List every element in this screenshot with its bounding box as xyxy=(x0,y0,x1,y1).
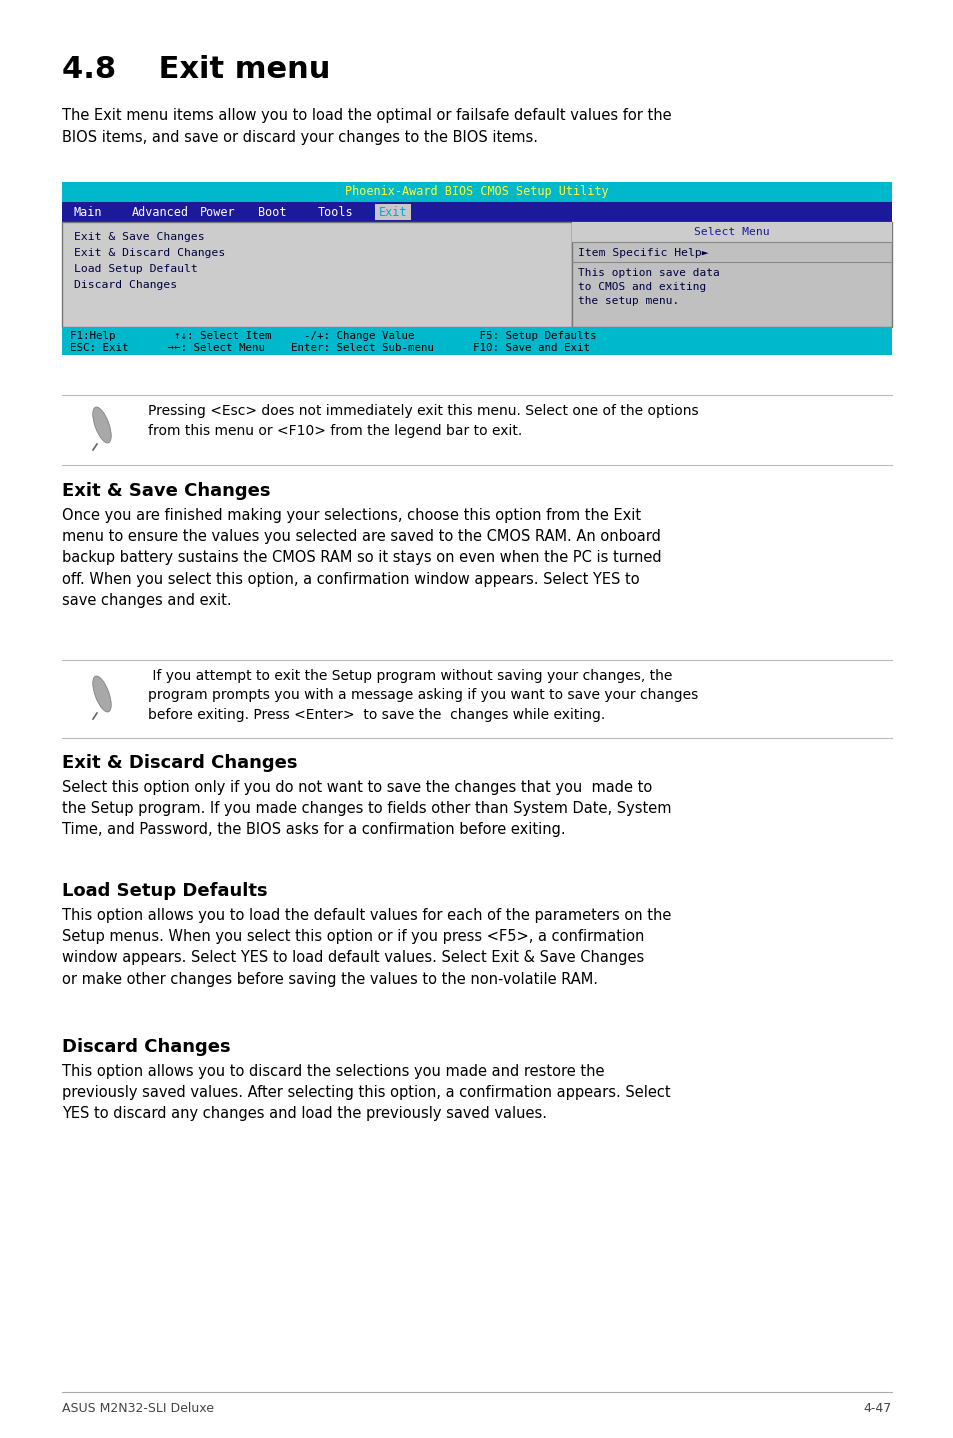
Text: 4.8    Exit menu: 4.8 Exit menu xyxy=(62,55,330,83)
Text: Tools: Tools xyxy=(317,206,354,219)
FancyBboxPatch shape xyxy=(62,201,891,221)
FancyBboxPatch shape xyxy=(62,221,572,326)
Text: Exit & Discard Changes: Exit & Discard Changes xyxy=(74,247,225,257)
Text: Exit: Exit xyxy=(378,206,407,219)
Text: Main: Main xyxy=(74,206,102,219)
FancyBboxPatch shape xyxy=(62,326,891,355)
Text: The Exit menu items allow you to load the optimal or failsafe default values for: The Exit menu items allow you to load th… xyxy=(62,108,671,145)
FancyBboxPatch shape xyxy=(572,221,891,242)
Text: Pressing <Esc> does not immediately exit this menu. Select one of the options
fr: Pressing <Esc> does not immediately exit… xyxy=(148,404,698,437)
Text: Boot: Boot xyxy=(257,206,286,219)
Text: Exit & Save Changes: Exit & Save Changes xyxy=(74,232,204,242)
FancyBboxPatch shape xyxy=(572,221,891,326)
Text: Load Setup Default: Load Setup Default xyxy=(74,265,197,275)
Text: Exit & Discard Changes: Exit & Discard Changes xyxy=(62,754,297,772)
Text: F1:Help         ↑↓: Select Item     -/+: Change Value          F5: Setup Default: F1:Help ↑↓: Select Item -/+: Change Valu… xyxy=(70,331,596,341)
FancyBboxPatch shape xyxy=(62,183,891,201)
Text: 4-47: 4-47 xyxy=(862,1402,891,1415)
Text: Discard Changes: Discard Changes xyxy=(74,280,177,290)
Ellipse shape xyxy=(92,407,112,443)
Text: Discard Changes: Discard Changes xyxy=(62,1038,231,1055)
Text: Phoenix-Award BIOS CMOS Setup Utility: Phoenix-Award BIOS CMOS Setup Utility xyxy=(345,186,608,198)
Ellipse shape xyxy=(92,676,112,712)
Text: Item Specific Help►: Item Specific Help► xyxy=(578,247,708,257)
Text: Once you are finished making your selections, choose this option from the Exit
m: Once you are finished making your select… xyxy=(62,508,661,608)
Text: Load Setup Defaults: Load Setup Defaults xyxy=(62,881,268,900)
Text: If you attempt to exit the Setup program without saving your changes, the
progra: If you attempt to exit the Setup program… xyxy=(148,669,698,722)
FancyBboxPatch shape xyxy=(375,204,411,220)
Text: Select Menu: Select Menu xyxy=(694,227,769,237)
Text: This option allows you to load the default values for each of the parameters on : This option allows you to load the defau… xyxy=(62,907,671,986)
Text: Power: Power xyxy=(200,206,235,219)
Text: ESC: Exit      →←: Select Menu    Enter: Select Sub-menu      F10: Save and Exit: ESC: Exit →←: Select Menu Enter: Select … xyxy=(70,344,589,352)
Text: Advanced: Advanced xyxy=(132,206,189,219)
Text: ASUS M2N32-SLI Deluxe: ASUS M2N32-SLI Deluxe xyxy=(62,1402,213,1415)
Text: Exit & Save Changes: Exit & Save Changes xyxy=(62,482,271,500)
Text: Select this option only if you do not want to save the changes that you  made to: Select this option only if you do not wa… xyxy=(62,779,671,837)
Text: This option save data
to CMOS and exiting
the setup menu.: This option save data to CMOS and exitin… xyxy=(578,267,719,306)
Text: This option allows you to discard the selections you made and restore the
previo: This option allows you to discard the se… xyxy=(62,1064,670,1122)
